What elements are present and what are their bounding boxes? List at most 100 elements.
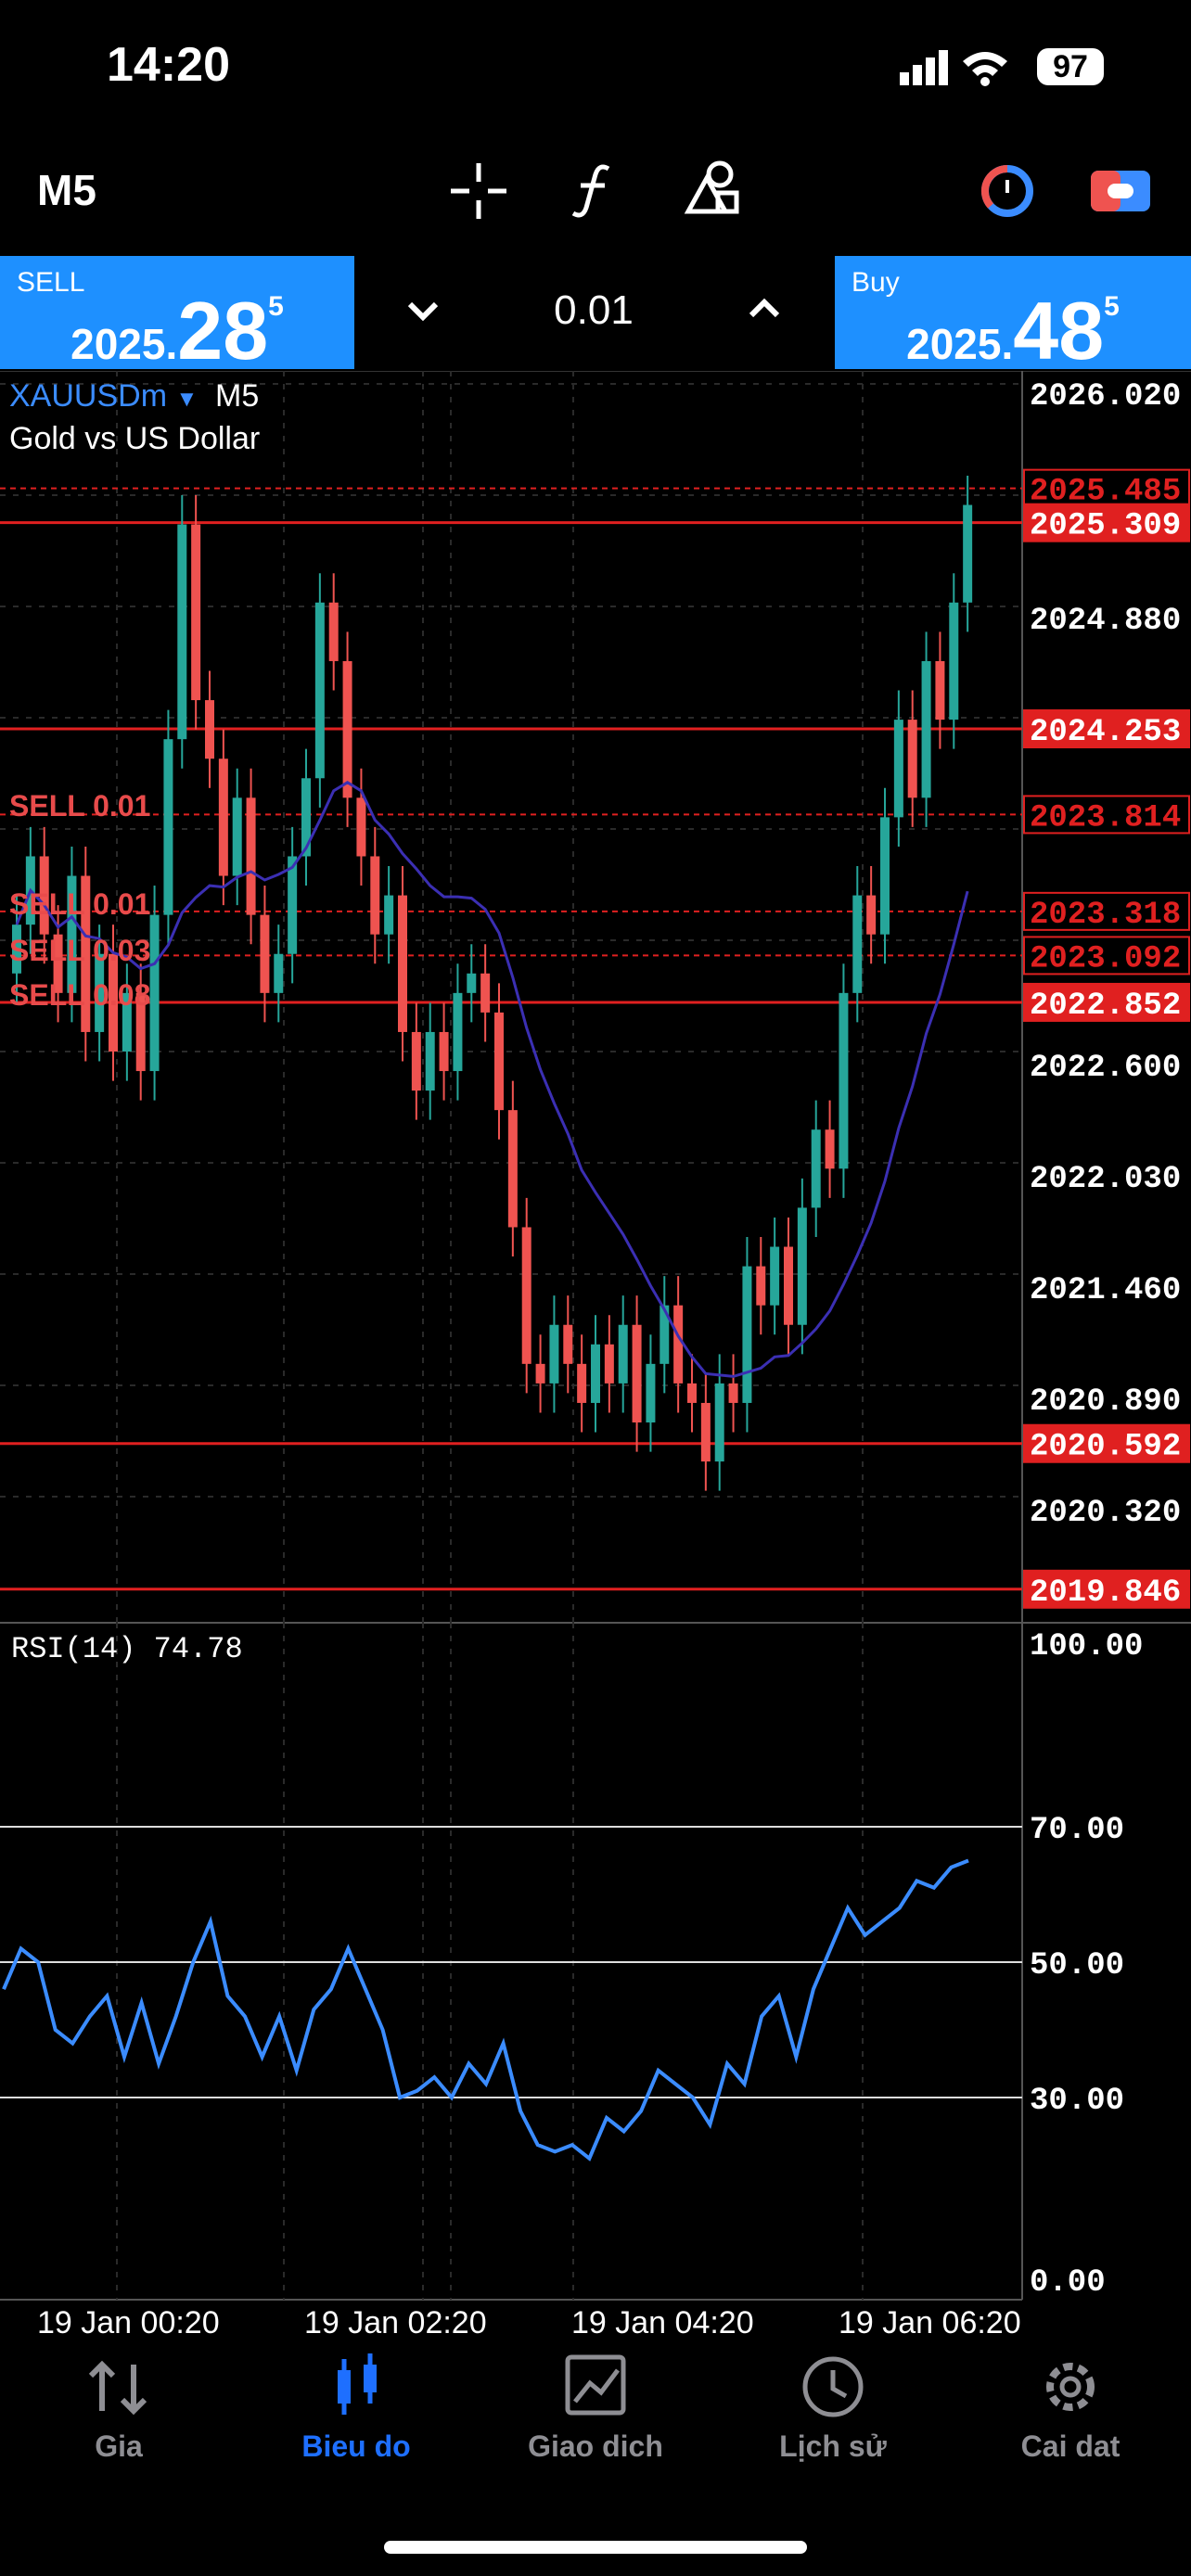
candle-body — [839, 992, 849, 1169]
candle-body — [907, 720, 917, 798]
nav-label: Lịch sử — [779, 2429, 887, 2463]
nav-chart[interactable]: Bieu do — [263, 2346, 449, 2464]
buy-price-prefix: 2025. — [906, 320, 1014, 368]
lot-value[interactable]: 0.01 — [554, 287, 634, 333]
rsi-axis: 100.00 70.00 50.00 30.00 0.00 — [1030, 1629, 1143, 2301]
sell-price-pip: 5 — [268, 291, 284, 322]
candle-body — [756, 1266, 766, 1306]
price-box-label: 2019.846 — [1030, 1575, 1181, 1611]
candle-body — [811, 1129, 821, 1208]
candle-body — [191, 524, 201, 701]
rsi-tick: 100.00 — [1030, 1629, 1143, 1664]
candle-body — [563, 1324, 573, 1364]
candle-body — [122, 992, 132, 1052]
price-box-label: 2023.814 — [1030, 800, 1181, 835]
rsi-tick: 70.00 — [1030, 1813, 1124, 1848]
candle-body — [880, 817, 890, 935]
price-box — [1023, 503, 1190, 542]
function-icon[interactable] — [568, 161, 623, 221]
time-tick: 19 Jan 04:20 — [571, 2305, 754, 2337]
candle-body — [314, 602, 325, 779]
quotes-icon — [88, 2360, 147, 2416]
buy-price-main: 48 — [1013, 285, 1105, 376]
dropdown-triangle-icon: ▼ — [175, 387, 198, 412]
candle-body — [825, 1129, 835, 1169]
candle-body — [109, 953, 118, 1052]
price-tick: 2022.600 — [1030, 1051, 1181, 1086]
candle-body — [81, 875, 91, 1032]
sell-label: SELL — [17, 267, 85, 298]
buy-button[interactable]: Buy 2025.485 — [835, 256, 1191, 376]
candle-body — [963, 504, 973, 603]
price-box — [1023, 982, 1190, 1022]
price-tick: 2020.890 — [1030, 1384, 1181, 1420]
nav-label: Bieu do — [301, 2429, 411, 2463]
candle-body — [205, 700, 214, 759]
candle-body — [163, 739, 173, 915]
price-box — [1023, 1423, 1190, 1463]
candle-body — [177, 524, 187, 740]
crosshair-icon[interactable] — [449, 161, 508, 221]
moving-average-line — [15, 781, 969, 1378]
nav-settings[interactable]: Cai dat — [978, 2346, 1163, 2464]
chart-icon — [338, 2353, 377, 2415]
nav-label: Gia — [95, 2429, 143, 2463]
time-tick: 19 Jan 02:20 — [304, 2305, 487, 2337]
nav-label: Cai dat — [1020, 2429, 1121, 2463]
candle-body — [866, 895, 877, 935]
trade-icon[interactable] — [1091, 171, 1150, 211]
chevron-up-icon[interactable] — [746, 295, 783, 323]
candle-body — [632, 1324, 642, 1422]
nav-history[interactable]: Lịch sử — [740, 2346, 926, 2464]
candle-body — [770, 1246, 780, 1306]
price-chart[interactable]: SELL 0.01 SELL 0.01 SELL 0.03 SELL 0.08 … — [0, 371, 1191, 2337]
candle-body — [687, 1383, 697, 1403]
candle-body — [784, 1246, 793, 1325]
price-axis: 2026.020 2024.880 2022.600 2022.030 2021… — [1030, 379, 1181, 1531]
price-box-label: 2020.592 — [1030, 1430, 1181, 1465]
price-box-label: 2023.318 — [1030, 898, 1181, 933]
rsi-tick: 50.00 — [1030, 1948, 1124, 1983]
price-boxes: 2025.4852025.3092024.2532023.8142023.318… — [1023, 468, 1190, 1611]
order-labels: SELL 0.01 SELL 0.01 SELL 0.03 SELL 0.08 — [9, 789, 150, 1012]
chart-timeframe: M5 — [215, 378, 260, 414]
order-label: SELL 0.01 — [9, 887, 150, 921]
home-indicator — [384, 2541, 807, 2554]
candle-body — [135, 992, 146, 1072]
chevron-down-icon[interactable] — [404, 297, 442, 325]
nav-label: Giao dich — [528, 2429, 663, 2463]
shapes-icon[interactable] — [683, 158, 742, 219]
timeframe-button[interactable]: M5 — [37, 166, 96, 214]
candle-body — [714, 1383, 724, 1462]
history-icon — [802, 2356, 864, 2417]
candle-body — [53, 934, 63, 993]
candle-body — [467, 973, 477, 993]
signal-wifi-icon — [900, 50, 1007, 86]
price-tick: 2026.020 — [1030, 379, 1181, 414]
price-tick: 2022.030 — [1030, 1162, 1181, 1197]
chart-symbol[interactable]: XAUUSDm ▼ — [9, 378, 198, 414]
sell-button[interactable]: SELL 2025.285 — [0, 256, 354, 376]
nav-quotes[interactable]: Gia — [26, 2346, 211, 2464]
account-icon[interactable] — [978, 163, 1037, 219]
candle-body — [797, 1207, 807, 1325]
order-label: SELL 0.03 — [9, 934, 150, 967]
candle-body — [356, 797, 366, 857]
nav-trade[interactable]: Giao dich — [503, 2346, 688, 2464]
price-box-label: 2023.092 — [1030, 941, 1181, 976]
candle-body — [673, 1305, 684, 1384]
time-tick: 19 Jan 00:20 — [37, 2305, 220, 2337]
price-levels — [0, 487, 1022, 1591]
price-box — [1023, 709, 1190, 748]
candle-body — [507, 1110, 518, 1228]
rsi-levels — [0, 1826, 1022, 2098]
candle-body — [728, 1383, 738, 1403]
rsi-line — [2, 1858, 969, 2162]
battery-indicator: 97 — [1037, 48, 1104, 85]
settings-icon — [1046, 2363, 1095, 2411]
candle-body — [549, 1324, 559, 1384]
candle-body — [246, 797, 256, 915]
buy-price-pip: 5 — [1104, 291, 1120, 322]
candle-body — [591, 1344, 600, 1403]
status-time: 14:20 — [107, 38, 230, 92]
